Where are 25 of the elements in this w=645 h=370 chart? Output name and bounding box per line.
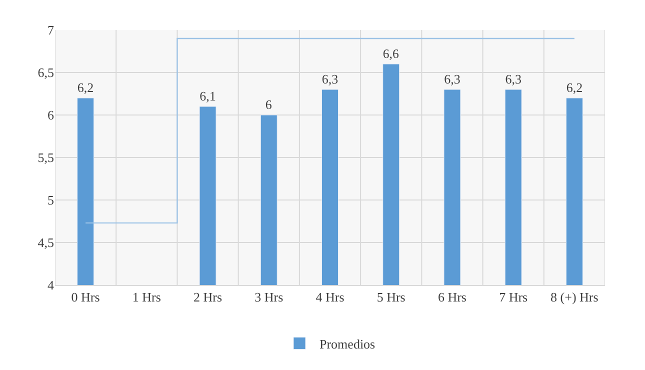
y-tick-label: 5,5: [38, 150, 54, 166]
y-tick-label: 7: [48, 22, 54, 38]
x-tick-label: 4 Hrs: [316, 290, 344, 305]
y-tick-label: 4,5: [38, 235, 54, 250]
data-label: 6,3: [444, 72, 460, 86]
data-label: 6,1: [200, 88, 216, 104]
data-label: 6,3: [322, 72, 338, 86]
y-tick-label: 6,5: [38, 65, 54, 80]
x-tick-label: 0 Hrs: [71, 290, 100, 305]
x-tick-label: 1 Hrs: [132, 290, 161, 305]
x-tick-label: 3 Hrs: [254, 290, 284, 305]
data-label: 6,3: [505, 72, 522, 86]
data-label: 6,6: [382, 47, 400, 62]
y-tick-label: 6: [48, 108, 54, 123]
y-tick-label: 4: [48, 278, 54, 293]
x-tick-label: 2 Hrs: [194, 290, 222, 305]
data-label: 6,2: [566, 80, 583, 95]
data-label: 6,2: [77, 80, 94, 95]
y-tick-label: 5: [48, 192, 54, 208]
x-tick-label: 8 (+) Hrs: [550, 290, 598, 305]
x-tick-label: 5 Hrs: [376, 290, 406, 305]
x-tick-label: 7 Hrs: [499, 290, 528, 305]
x-tick-label: 6 Hrs: [438, 290, 466, 305]
legend-label: Promedios: [320, 336, 376, 352]
data-label: 6: [265, 97, 272, 112]
